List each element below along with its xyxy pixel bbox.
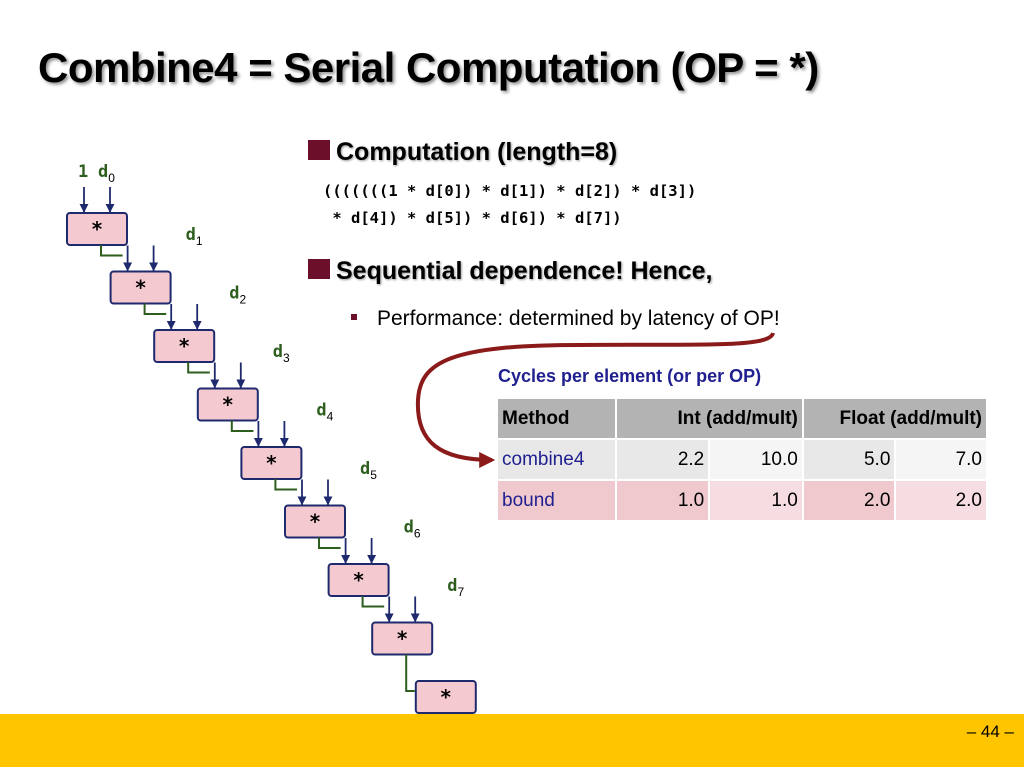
- row-method: bound: [496, 479, 617, 522]
- square-bullet-icon: [308, 259, 330, 279]
- header-method: Method: [496, 397, 617, 440]
- initial-input-label: 1: [78, 162, 88, 182]
- cell-float-add: 5.0: [801, 438, 897, 481]
- dependency-connector: [361, 596, 385, 608]
- dependency-connector: [318, 537, 341, 549]
- dependency-connector: [100, 245, 123, 257]
- header-float: Float (add/mult): [801, 397, 989, 440]
- table-row: combine4 2.2 10.0 5.0 7.0: [496, 438, 988, 481]
- input-label: d4: [316, 401, 333, 424]
- dependency-connector: [230, 420, 254, 432]
- performance-table: Method Int (add/mult) Float (add/mult) c…: [496, 397, 989, 522]
- multiply-operator-label: *: [396, 627, 408, 651]
- sub-bullet-text: Performance: determined by latency of OP…: [377, 307, 780, 330]
- cell-int-add: 1.0: [614, 479, 711, 522]
- multiply-operator-label: *: [309, 510, 321, 534]
- cell-float-mult: 2.0: [894, 479, 988, 522]
- bullet-sequential-text: Sequential dependence! Hence,: [336, 257, 713, 285]
- input-label: d2: [229, 284, 246, 307]
- cell-float-add: 2.0: [801, 479, 897, 522]
- small-square-bullet-icon: [351, 314, 357, 320]
- multiply-operator-label: *: [135, 276, 147, 300]
- multiply-operator-label: *: [440, 685, 452, 709]
- table-header-row: Method Int (add/mult) Float (add/mult): [496, 397, 989, 440]
- multiply-node: [284, 504, 346, 539]
- multiply-node: [414, 680, 477, 714]
- multiply-operator-label: *: [265, 451, 277, 475]
- row-method: combine4: [496, 438, 617, 481]
- input-label: d3: [273, 342, 290, 365]
- multiply-node: [327, 563, 390, 597]
- input-label: d1: [186, 225, 203, 248]
- multiply-node: [66, 212, 128, 246]
- footer-bar: – 44 –: [0, 714, 1024, 767]
- curved-arrow-icon: [415, 332, 775, 468]
- dependency-connector: [274, 479, 297, 491]
- dependency-connector: [187, 362, 210, 374]
- square-bullet-icon: [308, 140, 330, 160]
- multiply-node: [153, 329, 216, 363]
- bullet-computation: Computation (length=8): [308, 138, 617, 167]
- multiply-node: [196, 387, 259, 422]
- cell-float-mult: 7.0: [894, 438, 988, 481]
- multiply-operator-label: *: [353, 568, 365, 592]
- input-label: d7: [447, 576, 464, 599]
- multiply-operator-label: *: [222, 393, 234, 417]
- dependency-connector: [405, 654, 415, 692]
- table-row: bound 1.0 1.0 2.0 2.0: [496, 479, 988, 522]
- input-label: d0: [98, 162, 115, 185]
- cell-int-add: 2.2: [614, 438, 711, 481]
- cell-int-mult: 1.0: [708, 479, 804, 522]
- input-label: d6: [404, 518, 421, 541]
- bullet-computation-text: Computation (length=8): [336, 138, 618, 166]
- multiply-operator-label: *: [91, 217, 103, 241]
- code-line-2: * d[4]) * d[5]) * d[6]) * d[7]): [323, 209, 622, 227]
- multiply-operator-label: *: [178, 334, 190, 358]
- sub-bullet-performance: Performance: determined by latency of OP…: [351, 307, 780, 331]
- input-label: d5: [360, 459, 377, 482]
- slide-title: Combine4 = Serial Computation (OP = *): [38, 44, 819, 91]
- multiply-chain: * d0 1 * d1 * d2 * d3 * d4 * d5 * d6 * d7 *: [66, 162, 477, 714]
- table-caption: Cycles per element (or per OP): [498, 366, 762, 386]
- bullet-sequential: Sequential dependence! Hence,: [308, 257, 713, 286]
- multiply-node: [109, 270, 172, 305]
- cell-int-mult: 10.0: [708, 438, 804, 481]
- dependency-connector: [143, 303, 167, 315]
- multiply-node: [371, 621, 434, 656]
- multiply-node: [240, 446, 303, 480]
- page-number: – 44 –: [966, 722, 1014, 741]
- code-line-1: (((((((1 * d[0]) * d[1]) * d[2]) * d[3]): [323, 182, 697, 200]
- header-int: Int (add/mult): [614, 397, 804, 440]
